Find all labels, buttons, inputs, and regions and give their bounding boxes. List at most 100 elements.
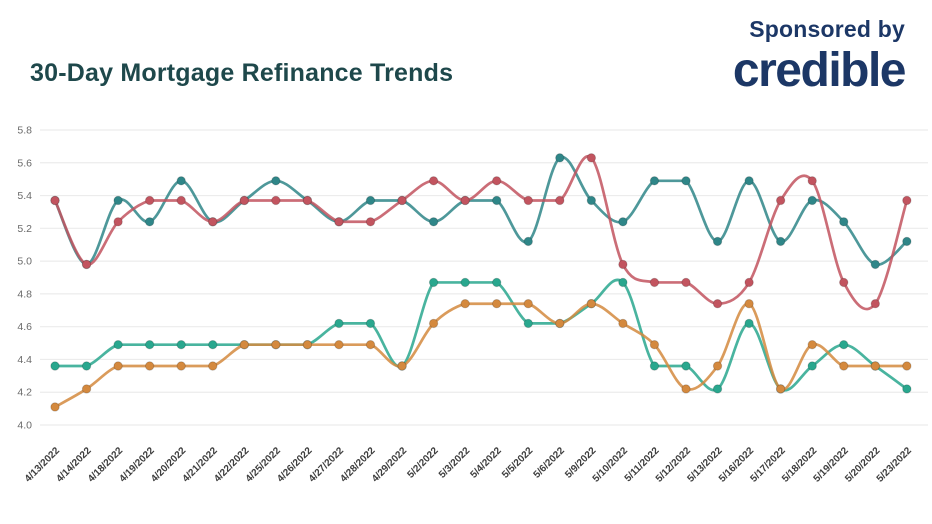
y-tick-label: 4.0 xyxy=(17,420,32,432)
x-tick-label: 5/3/2022 xyxy=(437,445,473,481)
gridlines xyxy=(40,129,928,426)
rate-series-orange-point xyxy=(365,339,376,350)
rate-series-teal-dark-point xyxy=(902,236,912,247)
rate-series-orange-point xyxy=(239,339,250,350)
y-tick-label: 4.2 xyxy=(17,387,32,399)
rate-series-red-point xyxy=(618,259,628,270)
y-tick-label: 5.2 xyxy=(17,223,32,235)
rate-series-teal-light-point xyxy=(649,361,660,371)
rate-series-orange-point xyxy=(523,299,533,309)
rate-series-teal-light-point xyxy=(365,318,376,329)
y-tick-label: 4.4 xyxy=(17,354,32,366)
sponsored-by-label: Sponsored by xyxy=(749,16,905,42)
rate-series-teal-light-point xyxy=(334,318,344,329)
rate-series-teal-dark-point xyxy=(618,217,628,227)
x-tick-label: 5/23/2022 xyxy=(875,445,915,485)
rate-series-red-point xyxy=(586,153,597,163)
rate-series-orange-point xyxy=(176,361,186,371)
rate-series-red-point xyxy=(870,299,880,309)
rate-series-teal-light xyxy=(50,277,912,394)
rate-series-orange-point xyxy=(144,361,155,371)
y-axis-labels: 4.0 4.2 4.4 4.6 4.8 5.0 5.2 5.4 5.6 5.8 xyxy=(17,125,32,432)
rate-series-teal-dark xyxy=(50,153,912,270)
credible-logo: credible xyxy=(732,44,907,97)
rate-series-red-point xyxy=(271,195,281,206)
rate-series-red-point xyxy=(555,195,565,206)
rate-series-orange-point xyxy=(744,299,754,309)
rate-series-orange-point xyxy=(334,339,344,350)
rate-series-red-point xyxy=(492,176,502,186)
y-tick-label: 5.8 xyxy=(17,125,32,137)
rate-series-teal-dark-point xyxy=(744,176,754,186)
rate-series-teal-light-point xyxy=(712,384,723,394)
rate-series-orange-point xyxy=(460,299,470,309)
rate-series-orange-point xyxy=(208,361,218,371)
chart-title: 30-Day Mortgage Refinance Trends xyxy=(30,58,454,87)
rate-series-teal-light-point xyxy=(208,339,218,350)
rate-series-teal-light-point xyxy=(81,361,92,371)
chart-canvas: 4.0 4.2 4.4 4.6 4.8 5.0 5.2 5.4 5.6 5.8 4/13/20224… xyxy=(17,125,928,485)
rate-series-teal-light-point xyxy=(618,277,628,288)
rate-series-orange-point xyxy=(649,339,660,350)
rate-series-orange-point xyxy=(555,318,565,329)
rate-series-teal-dark-point xyxy=(775,236,786,247)
rate-series-teal-light-point xyxy=(681,361,691,371)
rate-series-orange-point xyxy=(618,318,628,329)
rate-series-red-point xyxy=(50,195,60,206)
rate-series-red-point xyxy=(365,217,376,227)
rate-series-teal-light-point xyxy=(144,339,155,350)
rate-series-red-point xyxy=(81,259,92,270)
y-tick-label: 5.6 xyxy=(17,157,32,169)
rate-series-orange-point xyxy=(50,402,60,412)
rate-series-teal-dark-point xyxy=(492,195,502,206)
rate-series-orange-point xyxy=(712,361,723,371)
rate-series-orange-point xyxy=(113,361,123,371)
rate-series-teal-dark-point xyxy=(113,195,123,206)
rate-series-orange-point xyxy=(271,339,281,350)
rate-series-red-point xyxy=(239,195,250,206)
rate-series-teal-dark-point xyxy=(586,195,597,206)
rate-series-teal-light-line xyxy=(55,278,908,392)
rate-series-red xyxy=(50,153,912,311)
rate-series-red-point xyxy=(460,195,470,206)
rate-series-orange-point xyxy=(902,361,912,371)
rate-series-red-point xyxy=(712,299,723,309)
rate-series-teal-dark-point xyxy=(649,176,660,186)
rate-series-red-point xyxy=(744,277,754,288)
rate-series-teal-dark-point xyxy=(144,217,155,227)
rate-series-red-point xyxy=(208,217,218,227)
rate-series-orange-point xyxy=(681,384,691,394)
rate-series-teal-dark-point xyxy=(428,217,439,227)
rate-series-teal-dark-point xyxy=(176,176,186,186)
rate-series-orange-point xyxy=(302,339,313,350)
rate-series-orange-point xyxy=(807,339,817,350)
rate-series-teal-dark-point xyxy=(681,176,691,186)
rate-series-teal-dark-line xyxy=(53,155,908,266)
rate-series-orange-point xyxy=(775,384,786,394)
rate-series-teal-light-point xyxy=(492,277,502,288)
rate-series-red-point xyxy=(397,195,407,206)
x-tick-label: 5/2/2022 xyxy=(405,445,441,481)
y-tick-label: 4.6 xyxy=(17,321,32,333)
rate-series-teal-dark-point xyxy=(839,217,849,227)
rate-series-teal-dark-point xyxy=(523,236,533,247)
rate-series-teal-dark-point xyxy=(365,195,376,206)
y-tick-label: 4.8 xyxy=(17,288,32,300)
rate-series-orange-point xyxy=(870,361,880,371)
x-tick-label: 5/6/2022 xyxy=(532,445,568,481)
rate-series-teal-light-point xyxy=(113,339,123,350)
rate-series-orange-point xyxy=(397,361,407,371)
x-axis-labels: 4/13/20224/14/20224/18/20224/19/20224/20… xyxy=(23,445,914,485)
rate-series-orange-point xyxy=(428,318,439,329)
rate-series-red-point xyxy=(334,217,344,227)
rate-series-teal-dark-point xyxy=(555,153,565,163)
rate-series-red-point xyxy=(902,195,912,206)
rate-series-orange-point xyxy=(81,384,92,394)
rate-series-teal-dark-point xyxy=(807,195,817,206)
rate-series-teal-light-point xyxy=(460,277,470,288)
x-tick-label: 4/29/2022 xyxy=(370,445,410,485)
rate-series-red-point xyxy=(428,176,439,186)
x-tick-label: 5/5/2022 xyxy=(500,445,536,481)
rate-series-red-point xyxy=(649,277,660,288)
